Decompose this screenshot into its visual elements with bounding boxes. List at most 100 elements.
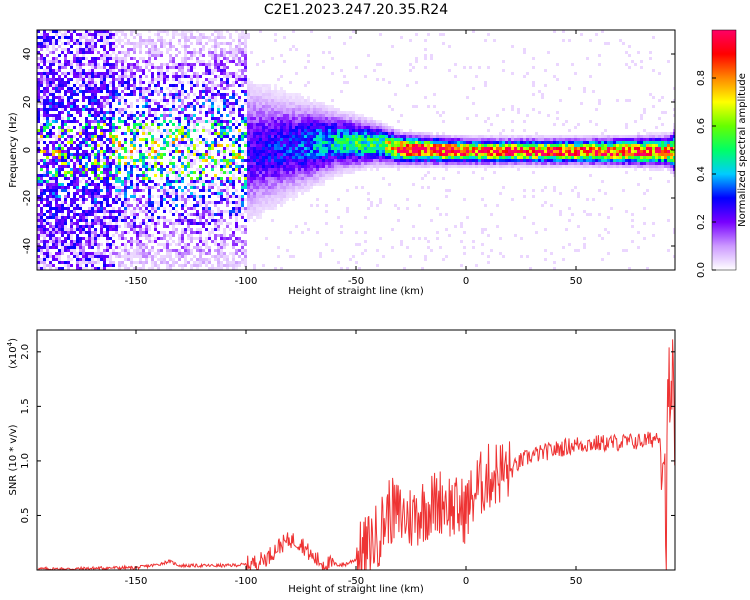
heatmap-cell <box>178 243 181 246</box>
heatmap-cell <box>55 135 58 138</box>
heatmap-cell <box>193 264 196 267</box>
heatmap-cell <box>130 57 133 60</box>
heatmap-cell <box>64 186 67 189</box>
heatmap-cell <box>268 156 271 159</box>
heatmap-cell <box>199 174 202 177</box>
heatmap-cell <box>94 261 97 264</box>
heatmap-cell <box>280 108 283 111</box>
heatmap-cell <box>55 90 58 93</box>
heatmap-cell <box>184 192 187 195</box>
heatmap-cell <box>79 126 82 129</box>
heatmap-cell <box>250 162 253 165</box>
heatmap-cell <box>340 156 343 159</box>
heatmap-cell <box>322 126 325 129</box>
heatmap-cell <box>157 153 160 156</box>
heatmap-cell <box>70 114 73 117</box>
heatmap-cell <box>58 261 61 264</box>
heatmap-cell <box>112 159 115 162</box>
heatmap-cell <box>109 171 112 174</box>
heatmap-cell <box>139 225 142 228</box>
heatmap-cell <box>193 105 196 108</box>
heatmap-cell <box>253 219 256 222</box>
heatmap-cell <box>100 114 103 117</box>
heatmap-cell <box>187 207 190 210</box>
heatmap-cell <box>49 69 52 72</box>
heatmap-cell <box>271 192 274 195</box>
heatmap-cell <box>331 132 334 135</box>
heatmap-cell <box>130 222 133 225</box>
heatmap-cell <box>157 33 160 36</box>
heatmap-cell <box>181 204 184 207</box>
heatmap-cell <box>154 33 157 36</box>
heatmap-cell <box>121 72 124 75</box>
heatmap-cell <box>346 189 349 192</box>
heatmap-cell <box>352 165 355 168</box>
heatmap-cell <box>64 231 67 234</box>
heatmap-cell <box>70 90 73 93</box>
heatmap-cell <box>145 42 148 45</box>
heatmap-cell <box>166 225 169 228</box>
heatmap-cell <box>100 189 103 192</box>
heatmap-cell <box>265 159 268 162</box>
heatmap-cell <box>85 189 88 192</box>
heatmap-cell <box>181 207 184 210</box>
heatmap-cell <box>55 180 58 183</box>
heatmap-cell <box>286 147 289 150</box>
heatmap-cell <box>238 171 241 174</box>
heatmap-cell <box>148 225 151 228</box>
heatmap-cell <box>82 150 85 153</box>
heatmap-cell <box>283 144 286 147</box>
heatmap-cell <box>100 36 103 39</box>
heatmap-cell <box>178 159 181 162</box>
heatmap-cell <box>205 252 208 255</box>
heatmap-cell <box>352 147 355 150</box>
heatmap-cell <box>97 138 100 141</box>
heatmap-cell <box>91 33 94 36</box>
heatmap-cell <box>334 138 337 141</box>
heatmap-cell <box>40 96 43 99</box>
heatmap-cell <box>100 138 103 141</box>
heatmap-cell <box>346 132 349 135</box>
heatmap-cell <box>49 255 52 258</box>
heatmap-cell <box>157 123 160 126</box>
heatmap-cell <box>211 105 214 108</box>
heatmap-cell <box>97 189 100 192</box>
heatmap-cell <box>229 72 232 75</box>
heatmap-cell <box>172 138 175 141</box>
heatmap-cell <box>79 78 82 81</box>
heatmap-cell <box>91 198 94 201</box>
heatmap-cell <box>112 261 115 264</box>
heatmap-cell <box>109 90 112 93</box>
heatmap-cell <box>169 45 172 48</box>
heatmap-cell <box>199 165 202 168</box>
heatmap-cell <box>289 93 292 96</box>
heatmap-cell <box>199 219 202 222</box>
heatmap-cell <box>205 264 208 267</box>
heatmap-cell <box>265 144 268 147</box>
heatmap-cell <box>64 81 67 84</box>
heatmap-cell <box>115 30 118 33</box>
heatmap-cell <box>181 237 184 240</box>
heatmap-cell <box>271 144 274 147</box>
heatmap-cell <box>145 126 148 129</box>
heatmap-cell <box>169 120 172 123</box>
heatmap-cell <box>127 267 130 270</box>
heatmap-cell <box>181 162 184 165</box>
heatmap-cell <box>43 141 46 144</box>
heatmap-cell <box>94 111 97 114</box>
heatmap-cell <box>196 186 199 189</box>
heatmap-cell <box>46 165 49 168</box>
heatmap-cell <box>340 147 343 150</box>
heatmap-cell <box>247 90 250 93</box>
heatmap-cell <box>163 42 166 45</box>
heatmap-cell <box>163 144 166 147</box>
heatmap-cell <box>265 150 268 153</box>
heatmap-cell <box>277 153 280 156</box>
heatmap-cell <box>352 120 355 123</box>
heatmap-cell <box>46 249 49 252</box>
heatmap-cell <box>121 39 124 42</box>
heatmap-cell <box>163 105 166 108</box>
heatmap-cell <box>250 129 253 132</box>
heatmap-cell <box>163 225 166 228</box>
heatmap-cell <box>115 162 118 165</box>
